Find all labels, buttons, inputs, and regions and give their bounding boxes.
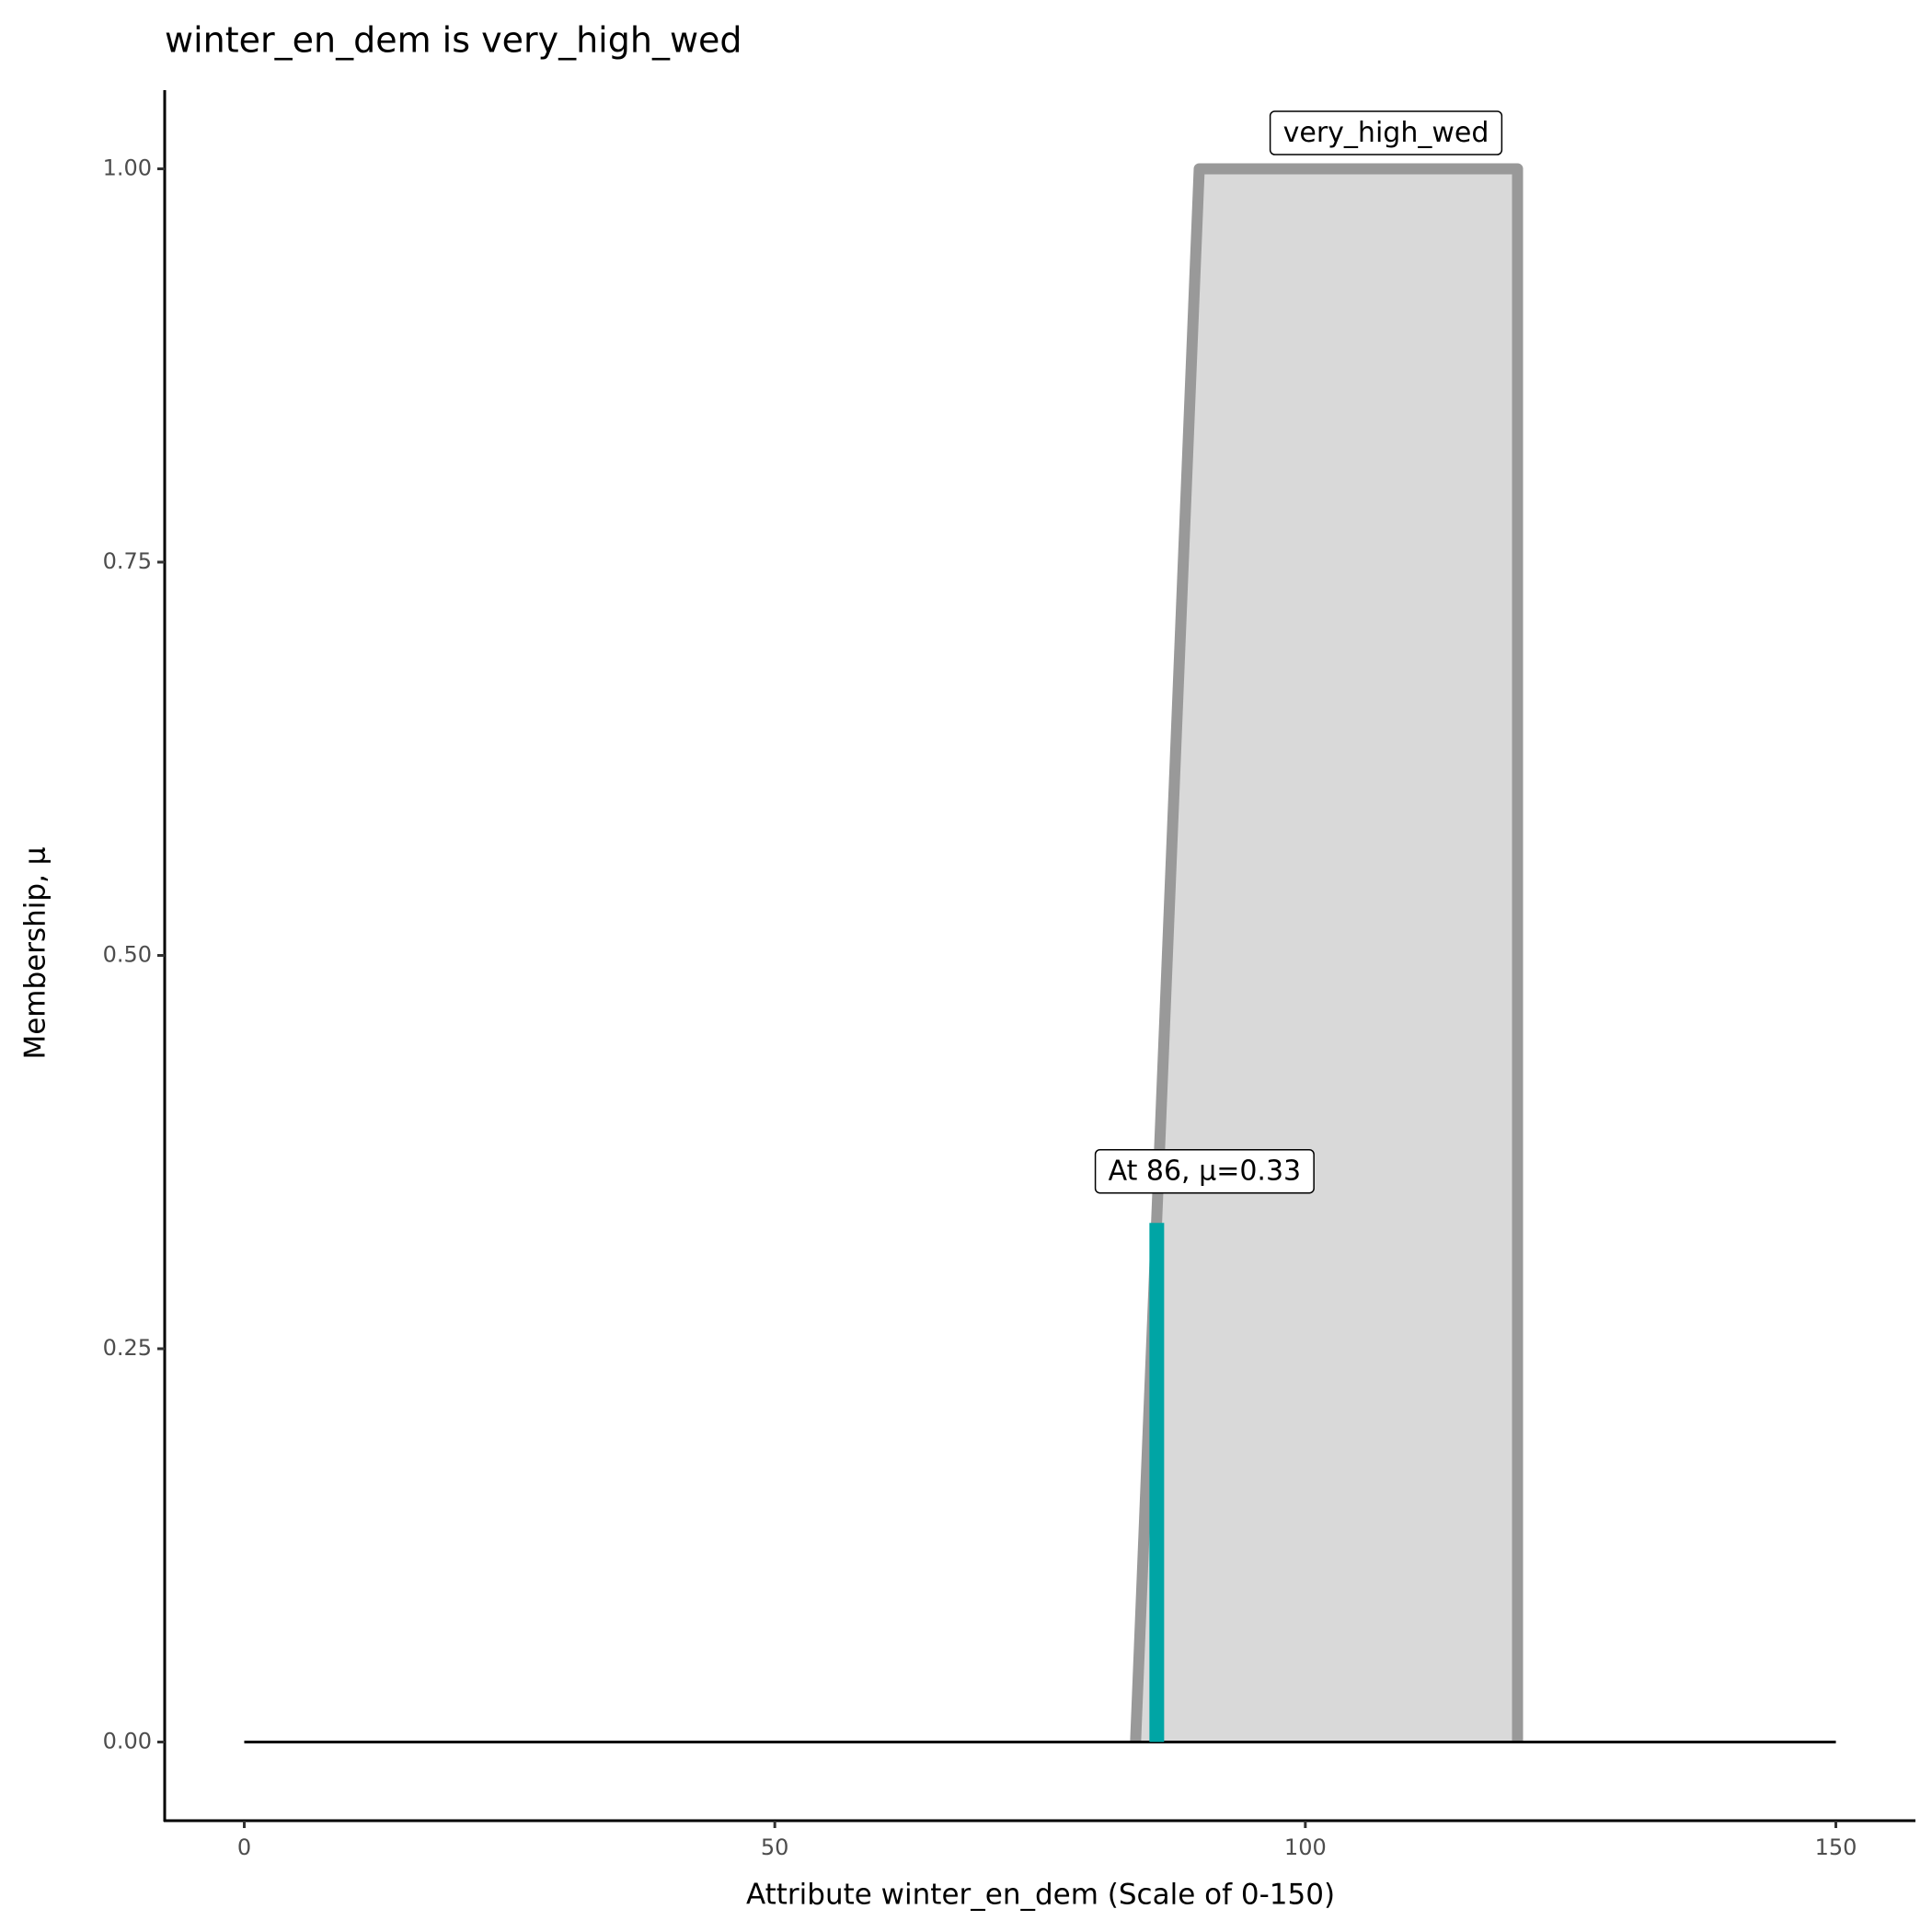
- y-tick-label: 0.00: [103, 1729, 152, 1754]
- y-axis-title: Membership, μ: [19, 846, 52, 1059]
- annotation: At 86, μ=0.33: [1109, 1156, 1302, 1188]
- y-tick-label: 0.75: [103, 548, 152, 574]
- x-axis-title: Attribute winter_en_dem (Scale of 0-150): [746, 1879, 1335, 1912]
- chart-title: winter_en_dem is very_high_wed: [165, 20, 742, 61]
- x-tick-label: 150: [1815, 1834, 1857, 1860]
- annotation-box: [1094, 1148, 1315, 1194]
- membership-area: [1130, 163, 1524, 1742]
- x-tick-label: 0: [237, 1834, 251, 1860]
- y-tick-label: 1.00: [103, 155, 152, 181]
- y-tick-label: 0.50: [103, 942, 152, 968]
- x-tick-label: 50: [761, 1834, 789, 1860]
- y-tick-label: 0.25: [103, 1335, 152, 1361]
- x-tick-label: 100: [1284, 1834, 1327, 1860]
- annotation-box: [1269, 110, 1503, 155]
- annotation: very_high_wed: [1283, 117, 1489, 149]
